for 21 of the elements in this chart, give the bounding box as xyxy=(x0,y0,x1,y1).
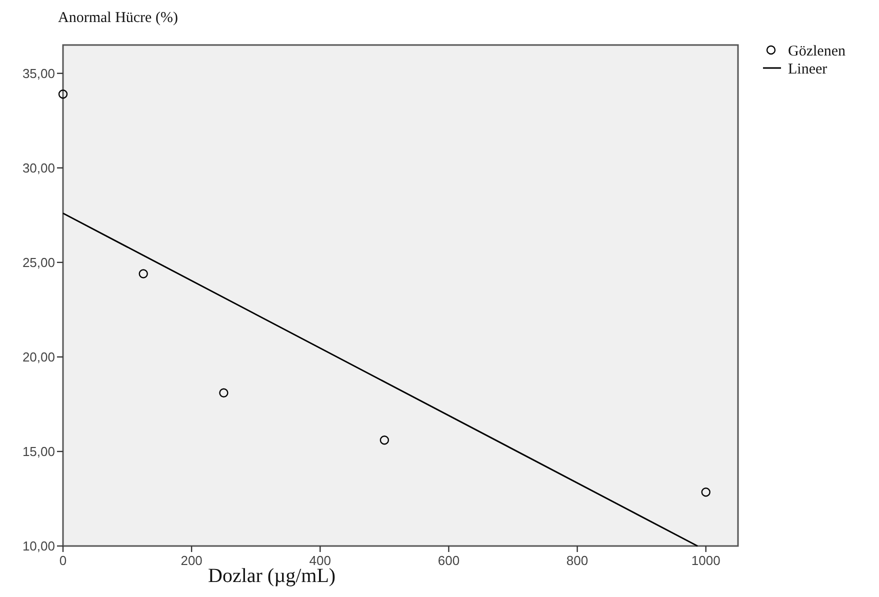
point xyxy=(58,90,68,99)
x-tick-label: 800 xyxy=(566,553,588,568)
x-axis-title: Dozlar (µg/mL) xyxy=(208,565,336,587)
legend-label: Gözlenen xyxy=(788,43,846,60)
legend-label: Lineer xyxy=(788,61,828,78)
x-tick-label: 0 xyxy=(59,553,67,568)
point xyxy=(380,436,390,445)
point xyxy=(219,388,228,398)
point xyxy=(701,488,710,497)
y-tick-label: 25,00 xyxy=(22,254,55,270)
point xyxy=(138,269,148,278)
y-axis-title: Anormal Hücre (%) xyxy=(58,10,178,26)
x-tick-label: 200 xyxy=(180,553,202,568)
y-tick-label: 30,00 xyxy=(22,160,55,176)
x-tick-label: 400 xyxy=(309,553,331,568)
y-tick-label: 20,00 xyxy=(22,349,55,364)
y-tick-label: 10,00 xyxy=(22,538,55,554)
x-tick-label: 1000 xyxy=(691,553,720,568)
y-tick-label: 15,00 xyxy=(22,444,55,460)
y-tick-label: 35,00 xyxy=(22,66,55,81)
x-tick-label: 600 xyxy=(438,553,460,568)
